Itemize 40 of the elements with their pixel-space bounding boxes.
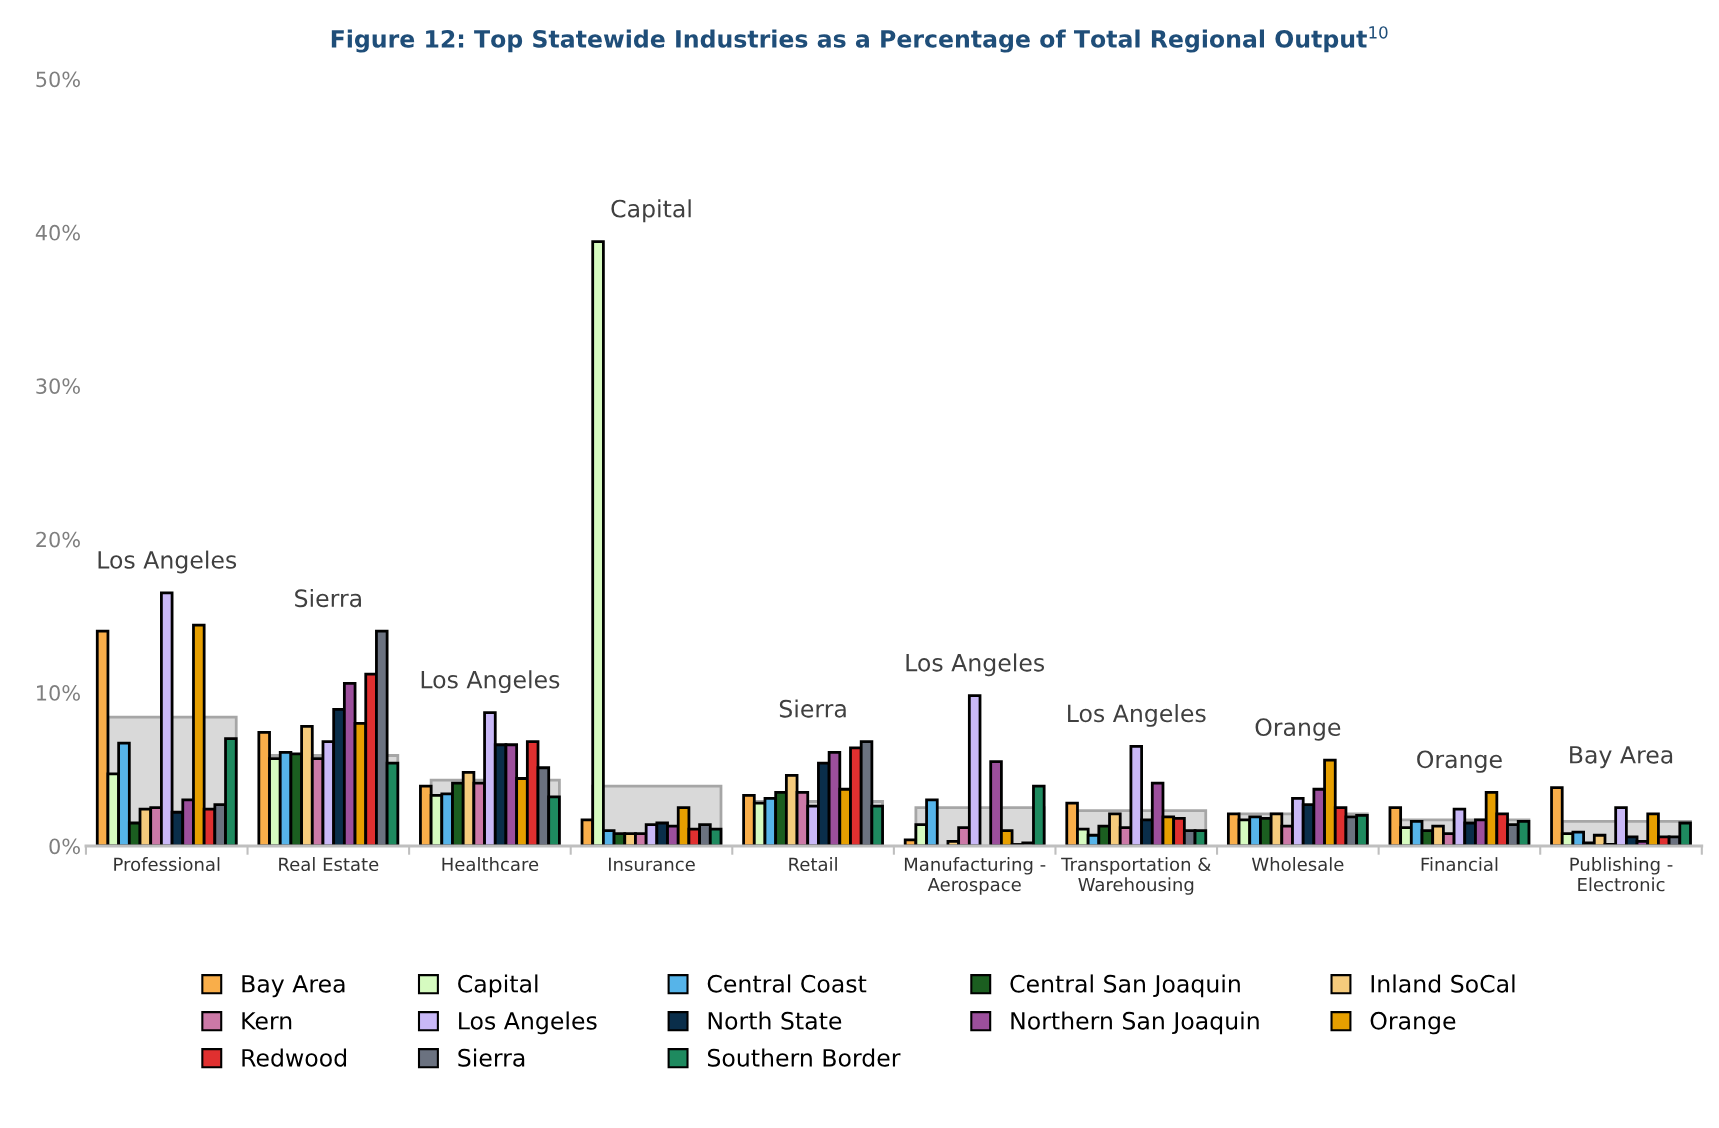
y-tick-label: 0% <box>49 838 80 855</box>
x-tick-label: Real Estate <box>279 857 379 872</box>
x-tick-label: Financial <box>1421 857 1498 872</box>
legend-label: Orange <box>1370 1011 1456 1035</box>
annotation: Capital <box>611 199 691 223</box>
annotation: Los Angeles <box>98 550 237 574</box>
annotation: Orange <box>1417 750 1502 773</box>
x-tick-label: Professional <box>114 857 220 872</box>
legend-label: Los Angeles <box>459 1011 597 1035</box>
y-tick-label: 10% <box>37 685 80 701</box>
y-tick-label: 20% <box>36 531 80 548</box>
x-tick-label: Transportation & Warehousing <box>1061 857 1211 895</box>
legend-label: Sierra <box>458 1048 525 1067</box>
annotation: Orange <box>1255 718 1341 741</box>
annotation: Los Angeles <box>1068 703 1206 727</box>
legend-label: Bay Area <box>242 975 345 998</box>
y-tick-label: 30% <box>36 378 80 394</box>
annotation: Los Angeles <box>906 653 1045 677</box>
annotation: Bay Area <box>1570 746 1673 769</box>
x-tick-label: Retail <box>789 857 837 872</box>
legend-label: Kern <box>242 1012 292 1030</box>
y-tick-label: 40% <box>35 224 80 241</box>
x-tick-label: Publishing - Electronic <box>1570 857 1673 892</box>
x-tick-label: Insurance <box>608 857 695 872</box>
legend-label: Inland SoCal <box>1371 974 1515 993</box>
legend-label: Redwood <box>242 1048 347 1067</box>
y-tick-label: 50% <box>36 71 80 88</box>
legend-label: Capital <box>458 974 538 998</box>
chart-title: Figure 12: Top Statewide Industries as a Percentage of Total Regional Output$^{10}$ <box>331 26 1388 53</box>
annotation: Sierra <box>295 588 361 608</box>
x-tick-label: Manufacturing - Aerospace <box>904 857 1046 895</box>
annotation: Sierra <box>779 699 846 718</box>
legend-label: Southern Border <box>707 1048 901 1067</box>
x-tick-label: Wholesale <box>1251 857 1344 872</box>
legend-label: Central Coast <box>707 974 867 993</box>
legend-label: Central San Joaquin <box>1010 974 1240 998</box>
x-tick-label: Healthcare <box>442 857 539 872</box>
annotation: Los Angeles <box>421 670 560 694</box>
legend-label: Northern San Joaquin <box>1011 1011 1259 1035</box>
legend-label: North State <box>708 1011 842 1030</box>
